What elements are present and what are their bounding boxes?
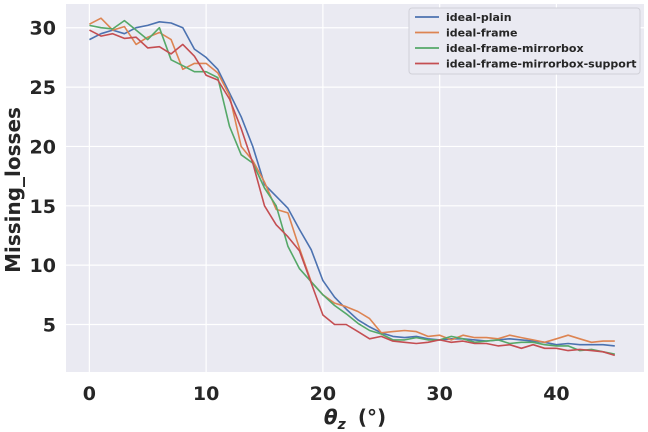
x-axis-label-symbol: θ [324,405,338,429]
x-axis-label: θz (°) [324,405,386,432]
legend: ideal-plain ideal-frame ideal-frame-mirror… [408,7,641,75]
y-axis-label: Missing_losses [1,107,25,273]
y-tick-label: 15 [30,196,56,218]
x-tick-label: 30 [426,383,452,405]
y-tick-label: 30 [30,18,56,40]
y-tick-labels: 5 10 15 20 25 30 [30,18,56,337]
series-line-ideal-frame-mirrorbox-support [89,29,616,357]
legend-entry-label: ideal-frame [446,27,517,40]
x-tick-label: 0 [83,383,96,405]
y-tick-label: 25 [30,77,56,99]
series-line-ideal-plain [89,20,615,347]
x-tick-labels: 0 10 20 30 40 [83,383,570,405]
x-tick-label: 10 [193,383,219,405]
legend-entry-label: ideal-frame-mirrorbox-support [446,58,637,71]
legend-box [408,7,641,75]
series-line-ideal-frame [89,17,615,344]
y-tick-label: 10 [30,255,56,277]
y-tick-label: 5 [43,315,56,337]
series-line-ideal-frame-mirrorbox [89,19,615,355]
x-tick-label: 40 [543,383,569,405]
x-axis-label-subscript: z [337,417,347,432]
legend-entry-label: ideal-frame-mirrorbox [446,42,584,55]
x-tick-label: 20 [310,383,336,405]
y-tick-label: 20 [30,136,56,158]
legend-entry-label: ideal-plain [446,11,512,24]
x-axis-label-unit: (°) [358,405,386,429]
series-lines [89,17,616,357]
